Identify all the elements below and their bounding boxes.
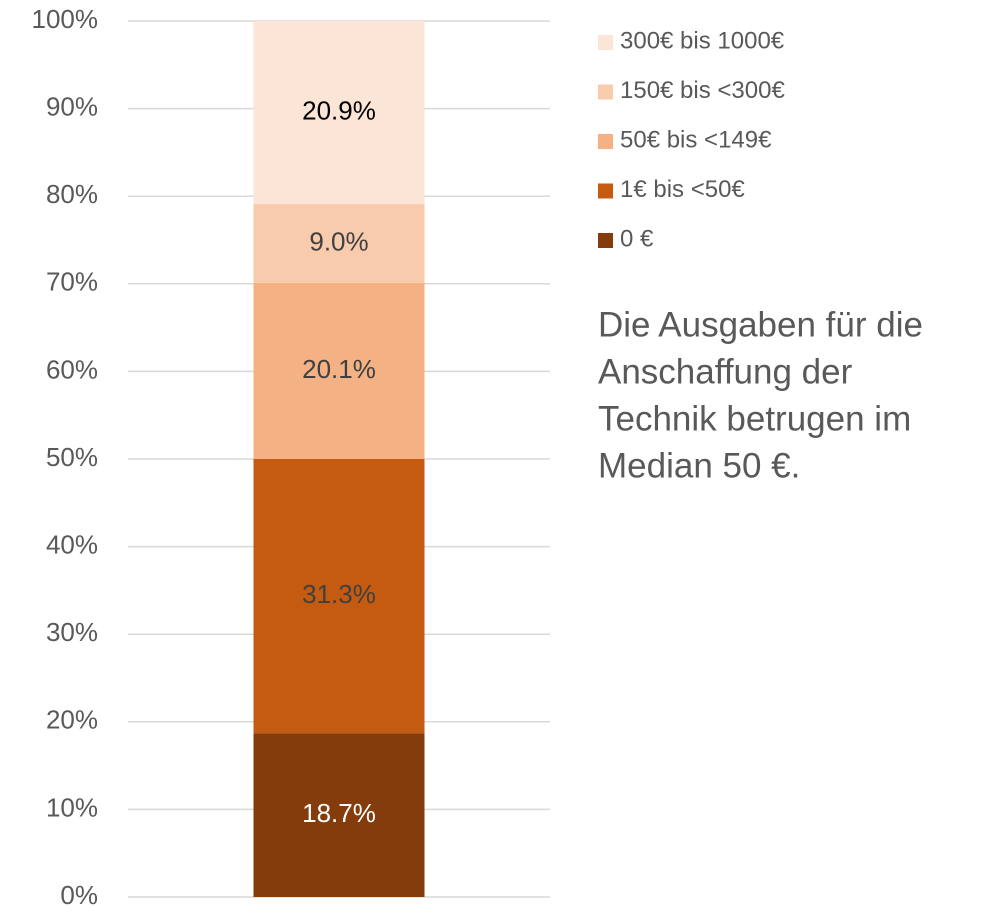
legend-label: 0 € <box>620 225 654 252</box>
y-tick-label: 20% <box>46 705 98 735</box>
bar-segment <box>253 733 425 897</box>
y-tick-label: 80% <box>46 179 98 209</box>
annotation: Die Ausgaben für die <box>598 305 923 344</box>
annotation: Anschaffung der <box>598 352 853 391</box>
bar-segment <box>253 459 425 734</box>
legend-label: 50€ bis <149€ <box>620 126 772 153</box>
y-tick-label: 70% <box>46 267 98 297</box>
data-label: 20.1% <box>302 354 376 384</box>
data-label: 31.3% <box>302 579 376 609</box>
data-label: 9.0% <box>309 226 368 256</box>
y-tick-label: 10% <box>46 792 98 822</box>
y-tick-label: 40% <box>46 529 98 559</box>
legend-swatch <box>598 35 613 50</box>
legend-swatch <box>598 183 613 199</box>
bar-segment <box>253 204 425 283</box>
y-tick-label: 100% <box>32 4 99 34</box>
annotation: Technik betrugen im <box>598 399 911 438</box>
legend-label: 150€ bis <300€ <box>620 77 785 104</box>
legend-swatch <box>598 233 613 248</box>
data-label: 18.7% <box>302 798 376 828</box>
data-label: 20.9% <box>302 95 376 125</box>
legend-swatch <box>598 134 613 149</box>
y-tick-label: 60% <box>46 354 98 384</box>
y-tick-label: 50% <box>46 442 98 472</box>
bar-segment <box>253 282 425 459</box>
y-tick-label: 90% <box>46 91 98 121</box>
legend-label: 1€ bis <50€ <box>620 176 745 203</box>
legend-swatch <box>598 84 613 100</box>
y-tick-label: 0% <box>60 880 98 910</box>
annotation: Median 50 €. <box>598 446 800 485</box>
legend-label: 300€ bis 1000€ <box>620 27 785 54</box>
bar-segment <box>253 21 425 205</box>
y-tick-label: 30% <box>46 617 98 647</box>
